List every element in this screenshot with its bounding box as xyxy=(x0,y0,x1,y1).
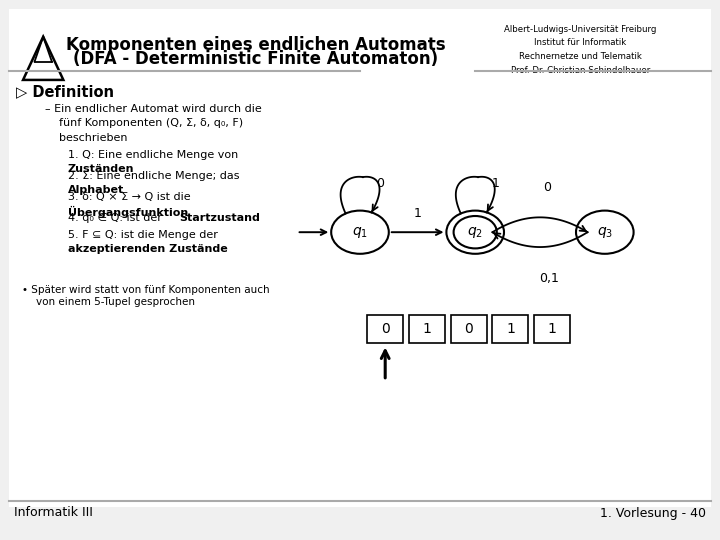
FancyBboxPatch shape xyxy=(451,315,487,343)
Text: beschrieben: beschrieben xyxy=(59,133,127,143)
Text: Startzustand: Startzustand xyxy=(179,213,260,224)
Text: 5. F ⊆ Q: ist die Menge der: 5. F ⊆ Q: ist die Menge der xyxy=(68,230,217,240)
Text: 0,1: 0,1 xyxy=(539,272,559,285)
Text: 1: 1 xyxy=(414,207,421,220)
Text: 3. δ: Q × Σ → Q ist die: 3. δ: Q × Σ → Q ist die xyxy=(68,192,190,202)
Text: • Später wird statt von fünf Komponenten auch: • Später wird statt von fünf Komponenten… xyxy=(22,285,269,295)
Text: ▷ Definition: ▷ Definition xyxy=(16,84,114,99)
Text: 1. Q: Eine endliche Menge von: 1. Q: Eine endliche Menge von xyxy=(68,150,238,160)
Text: 0: 0 xyxy=(376,177,384,190)
FancyBboxPatch shape xyxy=(492,315,528,343)
Text: 2. Σ: Eine endliche Menge; das: 2. Σ: Eine endliche Menge; das xyxy=(68,171,239,181)
FancyBboxPatch shape xyxy=(367,315,403,343)
Text: fünf Komponenten (Q, Σ, δ, q₀, F): fünf Komponenten (Q, Σ, δ, q₀, F) xyxy=(59,118,243,129)
Text: Alphabet: Alphabet xyxy=(68,185,124,195)
Text: 1: 1 xyxy=(423,322,431,336)
Text: 0: 0 xyxy=(381,322,390,336)
Text: 0: 0 xyxy=(543,181,552,194)
Text: $q_2$: $q_2$ xyxy=(467,225,483,240)
FancyBboxPatch shape xyxy=(534,315,570,343)
Text: 4. q₀ ∈ Q: ist der: 4. q₀ ∈ Q: ist der xyxy=(68,213,165,224)
Text: $q_3$: $q_3$ xyxy=(597,225,613,240)
Text: Übergangsfunktion: Übergangsfunktion xyxy=(68,206,188,218)
Text: von einem 5-Tupel gesprochen: von einem 5-Tupel gesprochen xyxy=(36,297,195,307)
Text: 1: 1 xyxy=(492,177,499,190)
Text: 1. Vorlesung - 40: 1. Vorlesung - 40 xyxy=(600,507,706,519)
FancyBboxPatch shape xyxy=(409,315,445,343)
Text: 0: 0 xyxy=(464,322,473,336)
Text: Informatik III: Informatik III xyxy=(14,507,94,519)
Text: – Ein endlicher Automat wird durch die: – Ein endlicher Automat wird durch die xyxy=(45,104,261,114)
Text: $q_1$: $q_1$ xyxy=(352,225,368,240)
Text: 1: 1 xyxy=(548,322,557,336)
Text: Komponenten eines endlichen Automats: Komponenten eines endlichen Automats xyxy=(66,36,446,54)
Text: Albert-Ludwigs-Universität Freiburg
Institut für Informatik
Rechnernetze und Tel: Albert-Ludwigs-Universität Freiburg Inst… xyxy=(504,25,657,75)
Text: 1: 1 xyxy=(506,322,515,336)
Text: (DFA - Deterministic Finite Automaton): (DFA - Deterministic Finite Automaton) xyxy=(73,50,438,69)
Text: akzeptierenden Zustände: akzeptierenden Zustände xyxy=(68,244,228,254)
Text: Zuständen: Zuständen xyxy=(68,164,134,174)
FancyBboxPatch shape xyxy=(9,9,711,507)
